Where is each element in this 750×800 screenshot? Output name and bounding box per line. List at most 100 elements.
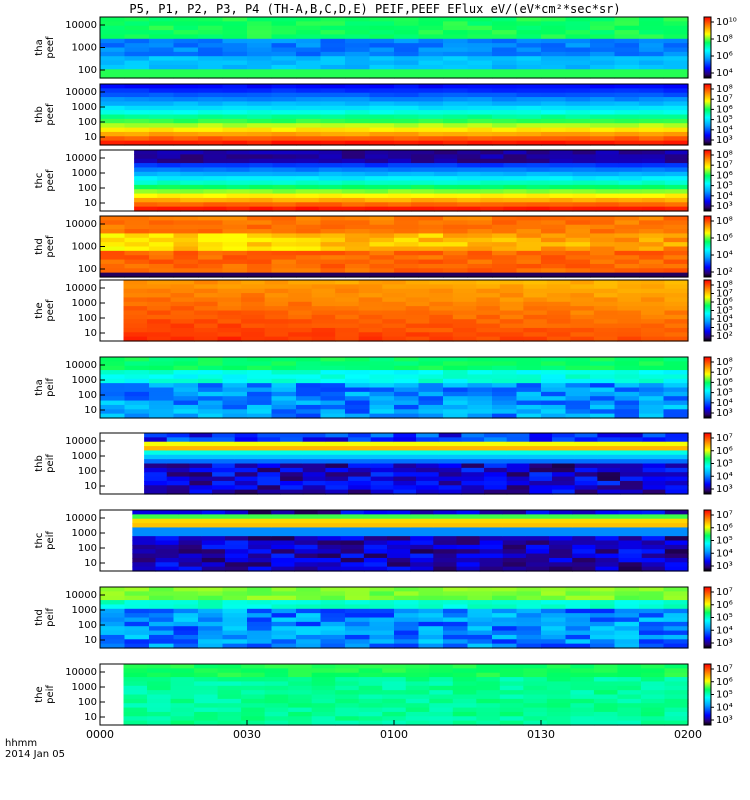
spectrogram-cell bbox=[639, 233, 665, 239]
spectrogram-cell bbox=[664, 314, 689, 320]
spectrogram-cell bbox=[467, 396, 493, 402]
spectrogram-cell bbox=[443, 73, 469, 79]
spectrogram-cell bbox=[288, 288, 313, 294]
spectrogram-cell bbox=[149, 361, 175, 367]
spectrogram-cell bbox=[549, 527, 573, 533]
spectrogram-cell bbox=[222, 621, 248, 627]
spectrogram-cell bbox=[320, 595, 346, 601]
spectrogram-cell bbox=[614, 123, 640, 129]
spectrogram-cell bbox=[516, 587, 542, 592]
colorbar-tick-label: 10⁴ bbox=[716, 250, 733, 261]
spectrogram-cell bbox=[173, 365, 199, 371]
spectrogram-cell bbox=[345, 64, 371, 70]
spectrogram-cell bbox=[247, 370, 273, 376]
spectrogram-cell bbox=[620, 476, 644, 482]
spectrogram-cell bbox=[320, 110, 346, 116]
spectrogram-cell bbox=[180, 202, 204, 208]
spectrogram-cell bbox=[100, 361, 126, 367]
spectrogram-cell bbox=[476, 672, 501, 678]
spectrogram-cell bbox=[173, 56, 199, 62]
spectrogram-cell bbox=[247, 56, 273, 62]
spectrogram-cell bbox=[149, 30, 175, 36]
spectrogram-cell bbox=[363, 562, 388, 568]
spectrogram-cell bbox=[572, 527, 596, 533]
spectrogram-cell bbox=[271, 361, 297, 367]
spectrogram-cell bbox=[296, 92, 322, 98]
spectrogram-cell bbox=[418, 600, 444, 606]
spectrogram-cell bbox=[222, 30, 248, 36]
spectrogram-cell bbox=[516, 118, 542, 124]
spectrogram-cell bbox=[358, 280, 383, 285]
spectrogram-cell bbox=[124, 237, 150, 243]
spectrogram-cell bbox=[617, 664, 642, 669]
spectrogram-cell bbox=[394, 639, 420, 645]
spectrogram-cell bbox=[247, 617, 273, 623]
spectrogram-cell bbox=[178, 566, 203, 572]
spectrogram-cell bbox=[198, 43, 224, 49]
spectrogram-cell bbox=[565, 101, 591, 107]
spectrogram-cell bbox=[433, 510, 458, 515]
spectrogram-cell bbox=[492, 613, 518, 619]
spectrogram-cell bbox=[526, 206, 551, 212]
spectrogram-cell bbox=[203, 184, 228, 190]
spectrogram-cell bbox=[387, 171, 412, 177]
spectrogram-cell bbox=[492, 21, 518, 27]
spectrogram-cell bbox=[217, 319, 242, 325]
spectrogram-cell bbox=[173, 250, 199, 256]
spectrogram-cell bbox=[302, 459, 326, 465]
spectrogram-cell bbox=[224, 544, 249, 550]
spectrogram-cell bbox=[565, 69, 591, 75]
spectrogram-cell bbox=[369, 387, 395, 393]
spectrogram-cell bbox=[614, 216, 640, 221]
spectrogram-cell bbox=[492, 365, 518, 371]
spectrogram-cell bbox=[541, 233, 567, 239]
spectrogram-cell bbox=[149, 630, 175, 636]
spectrogram-cell bbox=[198, 17, 224, 22]
spectrogram-cell bbox=[595, 557, 620, 563]
spectrogram-cell bbox=[411, 171, 435, 177]
spectrogram-cell bbox=[173, 34, 199, 40]
spectrogram-cell bbox=[418, 47, 444, 53]
spectrogram-cell bbox=[335, 685, 360, 691]
spectrogram-cell bbox=[574, 485, 598, 491]
spectrogram-cell bbox=[124, 630, 150, 636]
spectrogram-cell bbox=[565, 387, 591, 393]
spectrogram-cell bbox=[541, 56, 567, 62]
spectrogram-cell bbox=[541, 136, 567, 142]
spectrogram-cell bbox=[345, 400, 371, 406]
spectrogram-cell bbox=[198, 263, 224, 269]
spectrogram-cell bbox=[387, 540, 411, 546]
spectrogram-cell bbox=[492, 250, 518, 256]
spectrogram-cell bbox=[387, 562, 411, 568]
spectrogram-cell bbox=[411, 206, 435, 212]
spectrogram-cell bbox=[341, 180, 366, 186]
spectrogram-cell bbox=[617, 677, 642, 683]
spectrogram-cell bbox=[433, 566, 458, 572]
spectrogram-cell bbox=[363, 527, 388, 533]
spectrogram-cell bbox=[296, 84, 322, 89]
spectrogram-cell bbox=[264, 323, 289, 329]
spectrogram-cell bbox=[100, 38, 126, 44]
spectrogram-cell bbox=[100, 404, 126, 410]
spectrogram-cell bbox=[222, 591, 248, 597]
spectrogram-cell bbox=[369, 21, 395, 27]
spectrogram-cell bbox=[665, 463, 689, 469]
spectrogram-cell bbox=[271, 540, 295, 546]
spectrogram-cell bbox=[525, 523, 550, 529]
spectrogram-cell bbox=[549, 202, 574, 208]
spectrogram-cell bbox=[394, 383, 420, 389]
spectrogram-cell bbox=[123, 297, 148, 303]
spectrogram-cell bbox=[173, 51, 199, 57]
spectrogram-cell bbox=[640, 668, 666, 674]
spectrogram-cell bbox=[467, 400, 493, 406]
spectrogram-cell bbox=[249, 193, 274, 199]
spectrogram-cell bbox=[198, 396, 224, 402]
spectrogram-cell bbox=[124, 361, 150, 367]
spectrogram-cell bbox=[224, 566, 249, 572]
spectrogram-cell bbox=[173, 224, 199, 230]
spectrogram-cell bbox=[294, 523, 319, 529]
spectrogram-cell bbox=[418, 639, 444, 645]
spectrogram-cell bbox=[335, 306, 360, 312]
spectrogram-cell bbox=[124, 56, 150, 62]
